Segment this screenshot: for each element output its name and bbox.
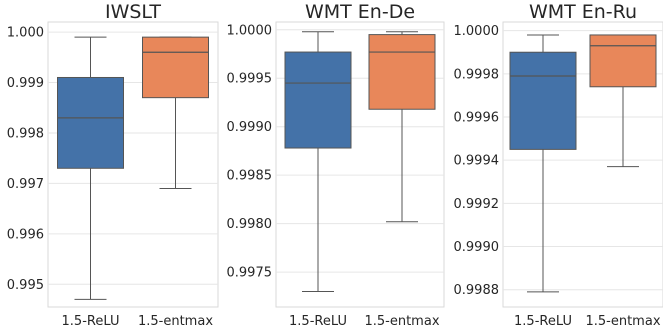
box-iqr [284, 51, 352, 149]
x-tick-label: 1.5-entmax [585, 314, 660, 329]
box-iqr [57, 76, 124, 169]
x-tick-label: 1.5-entmax [138, 314, 213, 329]
y-tick-label: 0.997 [7, 177, 44, 192]
y-tick-label: 0.9998 [454, 67, 500, 82]
y-tick-label: 0.9980 [227, 217, 273, 232]
box-1.5-ReLU [57, 36, 124, 300]
y-tick-label: 0.9994 [454, 154, 500, 169]
y-tick-label: 0.9988 [454, 283, 500, 298]
box-iqr [142, 36, 209, 99]
y-tick-label: 0.999 [7, 76, 44, 91]
x-tick-label: 1.5-ReLU [62, 314, 120, 329]
y-tick-label: 0.9996 [454, 111, 500, 126]
y-tick-label: 1.0000 [227, 23, 273, 38]
box-1.5-ReLU [284, 31, 352, 292]
y-tick-label: 0.995 [7, 278, 44, 293]
x-tick-label: 1.5-ReLU [514, 314, 572, 329]
y-tick-label: 0.996 [7, 227, 44, 242]
box-iqr [509, 51, 577, 150]
x-tick-label: 1.5-ReLU [289, 314, 347, 329]
y-tick-label: 1.000 [7, 26, 44, 41]
box-iqr [368, 34, 436, 110]
y-tick-label: 0.9992 [454, 197, 500, 212]
panel-title: WMT En-Ru [529, 1, 637, 23]
box-1.5-entmax [589, 34, 657, 168]
panel-title: IWSLT [105, 1, 161, 23]
box-1.5-entmax [142, 36, 209, 189]
panel-1: 0.995 0.996 0.997 0.998 0.999 1.000 IWSLT 1.5-R… [7, 1, 219, 329]
panel-2: 0.9975 0.9980 0.9985 0.9990 0.9995 1.0000 WMT … [227, 1, 445, 329]
box-1.5-entmax [368, 31, 436, 223]
box-iqr [589, 34, 657, 88]
y-tick-label: 0.998 [7, 126, 44, 141]
y-tick-label: 1.0000 [454, 24, 500, 39]
y-tick-label: 0.9995 [227, 72, 273, 87]
panel-3: 0.9988 0.9990 0.9992 0.9994 0.9996 0.9998 1.00… [454, 1, 663, 329]
panel-title: WMT En-De [305, 1, 415, 23]
box-1.5-ReLU [509, 34, 577, 293]
y-tick-label: 0.9985 [227, 169, 273, 184]
x-tick-label: 1.5-entmax [364, 314, 439, 329]
y-tick-label: 0.9990 [454, 240, 500, 255]
y-tick-label: 0.9990 [227, 120, 273, 135]
y-tick-label: 0.9975 [227, 266, 273, 281]
